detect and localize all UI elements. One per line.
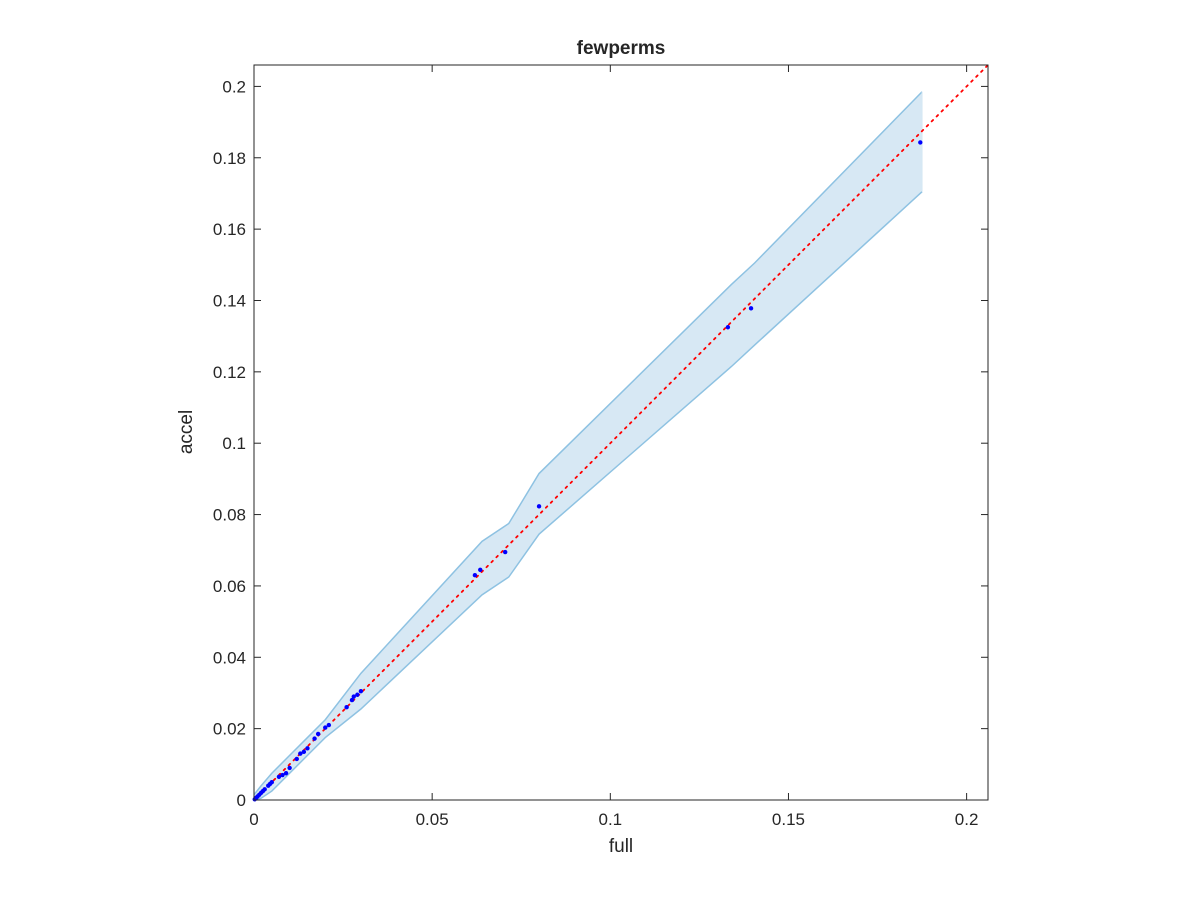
y-tick-label: 0.18 bbox=[213, 149, 246, 168]
data-point bbox=[315, 731, 321, 737]
data-point bbox=[355, 692, 360, 697]
data-point bbox=[326, 722, 332, 728]
band-upper-edge bbox=[253, 91, 923, 796]
y-axis-label: accel bbox=[176, 410, 197, 454]
reference-line-layer bbox=[253, 64, 989, 801]
y-tick-label: 0.04 bbox=[213, 648, 246, 667]
data-point bbox=[748, 306, 754, 311]
data-point bbox=[312, 736, 317, 741]
data-point bbox=[358, 688, 364, 694]
band-lower-edge bbox=[253, 191, 923, 801]
chart-title: fewperms bbox=[577, 38, 666, 59]
data-point bbox=[287, 765, 292, 771]
confidence-band-layer bbox=[253, 91, 923, 801]
plot-frame bbox=[253, 64, 989, 801]
data-point bbox=[283, 771, 289, 776]
data-point bbox=[298, 751, 303, 756]
data-point bbox=[472, 573, 478, 578]
data-point bbox=[323, 725, 328, 730]
data-point bbox=[344, 705, 349, 710]
x-tick-label: 0.15 bbox=[772, 810, 805, 829]
data-point bbox=[536, 504, 542, 509]
identity-reference-line bbox=[253, 64, 989, 801]
data-point bbox=[502, 549, 508, 555]
ticks-layer: 0 0.05 0.1 0.15 0.2 0 0.02 0.04 0.06 0.08 0.1 0.12 0… bbox=[213, 65, 988, 829]
y-tick-label: 0.06 bbox=[213, 577, 246, 596]
data-point bbox=[280, 772, 285, 778]
y-tick-label: 0.14 bbox=[213, 291, 246, 310]
data-point bbox=[918, 140, 923, 145]
data-point bbox=[725, 325, 731, 330]
x-tick-label: 0 bbox=[249, 810, 258, 829]
data-point bbox=[294, 756, 299, 762]
y-tick-label: 0.16 bbox=[213, 220, 246, 239]
data-point bbox=[269, 779, 275, 785]
y-tick-label: 0 bbox=[237, 791, 246, 810]
data-points-layer bbox=[252, 140, 923, 802]
data-point bbox=[301, 749, 307, 755]
data-point bbox=[349, 697, 355, 703]
y-tick-label: 0.1 bbox=[222, 434, 246, 453]
y-tick-label: 0.08 bbox=[213, 506, 246, 525]
data-point bbox=[351, 694, 356, 699]
x-tick-label: 0.05 bbox=[416, 810, 449, 829]
confidence-band bbox=[254, 91, 923, 801]
x-tick-label: 0.1 bbox=[598, 810, 622, 829]
x-axis-label: full bbox=[609, 836, 633, 857]
data-point bbox=[276, 774, 282, 780]
data-point bbox=[305, 746, 310, 751]
y-tick-label: 0.2 bbox=[222, 77, 246, 96]
y-tick-label: 0.12 bbox=[213, 363, 246, 382]
data-point bbox=[262, 787, 267, 792]
x-tick-label: 0.2 bbox=[955, 810, 979, 829]
y-tick-label: 0.02 bbox=[213, 720, 246, 739]
data-point bbox=[478, 567, 483, 573]
